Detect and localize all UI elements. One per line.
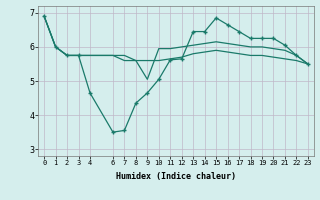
X-axis label: Humidex (Indice chaleur): Humidex (Indice chaleur) [116, 172, 236, 181]
